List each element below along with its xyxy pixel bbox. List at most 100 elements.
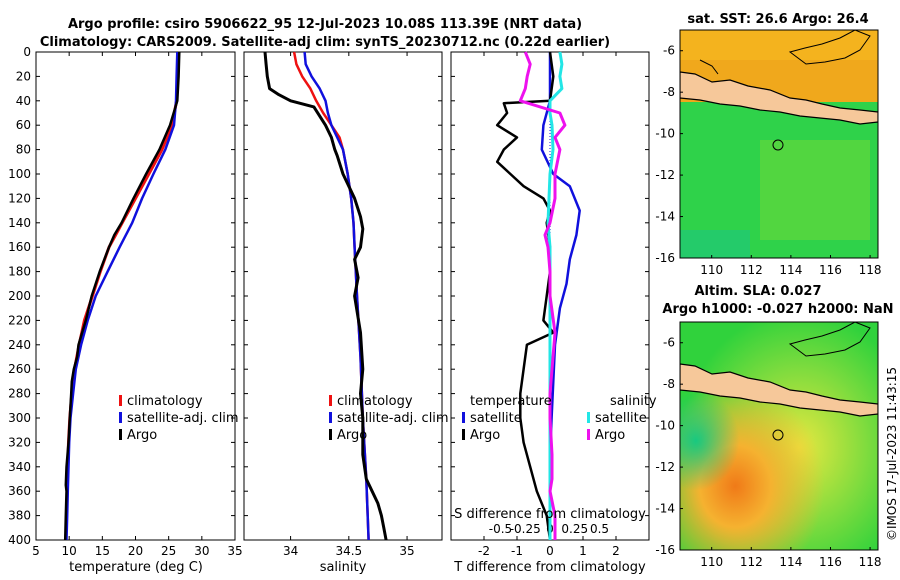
map-x-tick-label: 116 [819, 263, 842, 277]
x-tick-label: -2 [478, 544, 490, 558]
temperature-legend: climatology satellite-adj. clim Argo [119, 394, 239, 443]
salinity-legend: climatology satellite-adj. clim Argo [329, 394, 449, 443]
sla-map-title2: Argo h1000: -0.027 h2000: NaN [662, 302, 893, 317]
depth-tick-label: 280 [8, 387, 31, 401]
depth-tick-label: 400 [8, 533, 31, 547]
map-y-tick-label: -12 [655, 460, 675, 474]
map-y-tick-label: -16 [655, 251, 675, 265]
map-y-tick-label: -6 [663, 44, 675, 58]
diff-sal-argo-line [518, 51, 567, 540]
temp-climatology-line [64, 51, 181, 541]
legend-swatch-climatology [119, 395, 122, 406]
sla-map-frame [679, 321, 879, 551]
map-y-tick-label: -8 [663, 377, 675, 391]
title-line1: Argo profile: csiro 5906622_95 12-Jul-20… [68, 17, 582, 32]
depth-tick-labels: 0 20 40 60 80 100 120 140 160 180 200 220 240 260 280 3… [8, 45, 649, 547]
diff-sal-satellite-line [546, 51, 564, 540]
depth-tick-label: 220 [8, 313, 31, 327]
depth-tick-label: 380 [8, 509, 31, 523]
java-landmass [680, 363, 878, 417]
depth-tick-label: 340 [8, 460, 31, 474]
legend-sal-satellite: satellite [595, 411, 647, 426]
x-tick-label: 35 [399, 544, 414, 558]
sst-map-title: sat. SST: 26.6 Argo: 26.4 [687, 12, 868, 27]
legend-swatch-sal-satellite [587, 412, 590, 423]
legend-argo: Argo [337, 428, 367, 443]
x2-tick-label: -0.25 [510, 522, 541, 536]
legend-satellite: satellite-adj. clim [337, 411, 449, 426]
map-y-tick-label: -8 [663, 85, 675, 99]
map-x-tick-label: 118 [859, 555, 882, 569]
depth-tick-label: 80 [16, 143, 31, 157]
map-x-tick-label: 118 [859, 263, 882, 277]
sla-map-ticks: 110 112 114 116 118 -6 -8 -10 -12 -14 -16 [655, 336, 881, 569]
map-y-tick-label: -16 [655, 543, 675, 557]
x-tick-label: 30 [194, 544, 209, 558]
map-x-tick-label: 114 [779, 263, 802, 277]
legend-temp-satellite: satellite [470, 411, 522, 426]
argo-float-marker [772, 139, 784, 151]
salinity-axes [243, 51, 443, 541]
sla-low-eddy [680, 322, 878, 550]
map-x-tick-label: 114 [779, 555, 802, 569]
depth-tick-label: 240 [8, 338, 31, 352]
legend-satellite: satellite-adj. clim [127, 411, 239, 426]
difference-xlabel: T difference from climatology [453, 560, 646, 575]
sla-map: Altim. SLA: 0.027 Argo h1000: -0.027 h20… [655, 284, 893, 569]
sla-map-title1: Altim. SLA: 0.027 [695, 284, 822, 299]
legend-swatch-argo [329, 429, 332, 440]
temp-argo-line [63, 51, 181, 541]
sal-satellite-line [303, 51, 370, 541]
map-y-tick-label: -14 [655, 502, 675, 516]
legend-temp-head: temperature [470, 394, 552, 409]
legend-swatch-climatology [329, 395, 332, 406]
imos-credit: ©IMOS 17-Jul-2023 11:43:15 [885, 367, 899, 541]
x2-tick-label: -0.5 [489, 522, 512, 536]
coastline-north [788, 30, 871, 65]
depth-tick-label: 140 [8, 216, 31, 230]
map-x-tick-label: 110 [700, 555, 723, 569]
temperature-xlabel: temperature (deg C) [69, 560, 203, 575]
map-y-tick-label: -14 [655, 210, 675, 224]
legend-sal-head: salinity [610, 394, 657, 409]
diff-temp-argo-line [495, 51, 555, 541]
legend-sal-argo: Argo [595, 428, 625, 443]
x2-tick-label: 0.5 [590, 522, 609, 536]
x-tick-label: 34 [283, 544, 298, 558]
depth-tick-label: 300 [8, 411, 31, 425]
x-tick-label: 2 [612, 544, 620, 558]
x-tick-label: 1 [579, 544, 587, 558]
sst-map-ticks: 110 112 114 116 118 -6 -8 -10 -12 -14 -16 [655, 44, 881, 277]
java-landmass [680, 71, 878, 125]
salinity-xlabel: salinity [320, 560, 367, 575]
x-tick-label: 10 [62, 544, 77, 558]
x-tick-label: 20 [128, 544, 143, 558]
legend-temp-argo: Argo [470, 428, 500, 443]
depth-tick-label: 180 [8, 265, 31, 279]
map-x-tick-label: 112 [740, 555, 763, 569]
sst-cool-patch [680, 230, 750, 258]
x-tick-label: 5 [32, 544, 40, 558]
difference-x2label: S difference from climatology [454, 507, 646, 522]
legend-swatch-argo [119, 429, 122, 440]
sst-warm-north [680, 30, 878, 60]
argo-float-marker [772, 429, 784, 441]
depth-tick-label: 120 [8, 191, 31, 205]
x-tick-label: 15 [95, 544, 110, 558]
map-x-tick-label: 112 [740, 263, 763, 277]
map-y-tick-label: -6 [663, 336, 675, 350]
x2-tick-label: 0.25 [561, 522, 588, 536]
map-x-tick-label: 110 [700, 263, 723, 277]
depth-tick-label: 20 [16, 69, 31, 83]
x-tick-label: -1 [511, 544, 523, 558]
map-y-tick-label: -12 [655, 168, 675, 182]
map-y-tick-label: -10 [655, 127, 675, 141]
sst-map-frame [679, 29, 879, 259]
sal-argo-line [263, 51, 388, 541]
depth-tick-label: 320 [8, 435, 31, 449]
profile-lines: 51015202530353434.535-2-1012-0.5-0.2500.… [32, 51, 620, 558]
depth-tick-label: 200 [8, 289, 31, 303]
depth-tick-label: 0 [23, 45, 31, 59]
